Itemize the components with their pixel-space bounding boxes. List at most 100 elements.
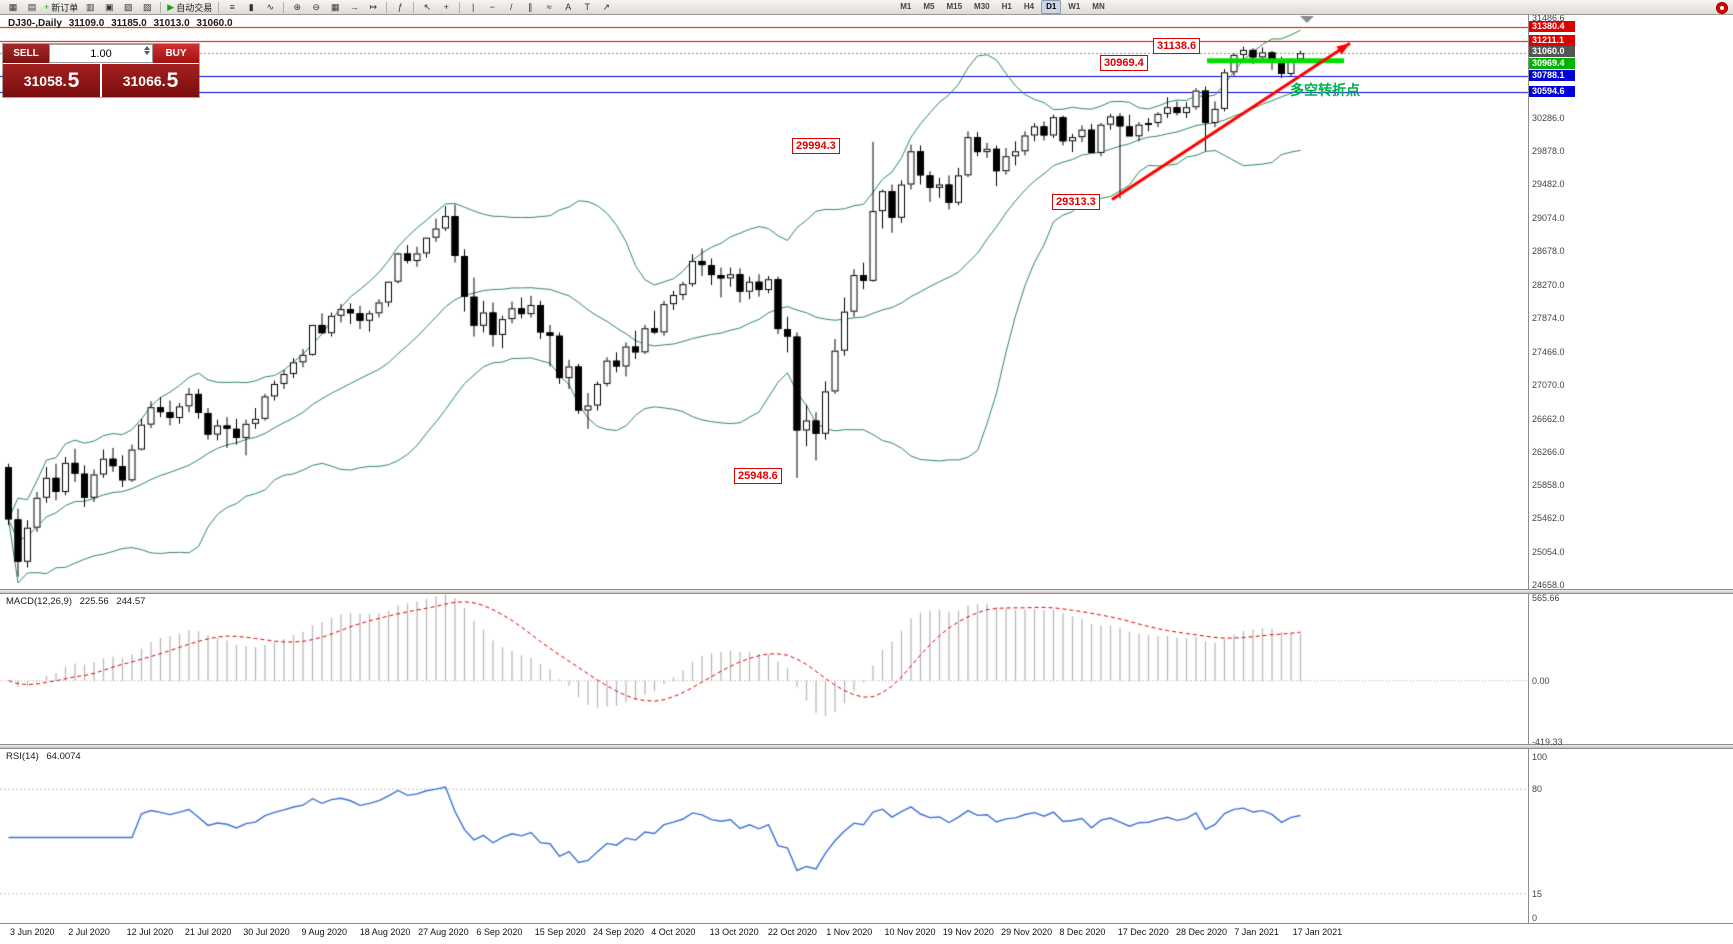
step-up-icon[interactable] — [144, 46, 150, 50]
trendline-icon[interactable]: / — [502, 1, 520, 14]
label-icon[interactable]: T — [578, 1, 596, 14]
crosshair-icon: + — [443, 1, 449, 12]
price-callout[interactable]: 25948.6 — [734, 468, 782, 484]
date-axis-label: 10 Nov 2020 — [884, 927, 936, 937]
timeframe-m30-button[interactable]: M30 — [974, 2, 990, 11]
new-order-button-label: 新订单 — [51, 2, 79, 13]
new-chart-icon[interactable]: ▦ — [4, 1, 22, 14]
data-window-icon[interactable]: ▣ — [100, 1, 118, 14]
timeframe-h1-button[interactable]: H1 — [1001, 2, 1012, 11]
price-axis-label: 27070.0 — [1532, 379, 1565, 390]
horizontal-line-icon: − — [489, 1, 495, 12]
buy-button[interactable]: BUY — [153, 44, 199, 63]
auto-scroll-icon: → — [349, 1, 359, 12]
timeframe-w1-button[interactable]: W1 — [1068, 2, 1081, 11]
arrows-tool-icon[interactable]: ↗ — [597, 1, 615, 14]
price-callout[interactable]: 29313.3 — [1052, 194, 1100, 210]
timeframe-d1-button[interactable]: D1 — [1041, 0, 1062, 14]
timeframe-group: M1 M5 M15 M30 H1 H4 D1 W1 MN — [895, 0, 1110, 14]
indicators-icon[interactable]: ƒ — [391, 1, 409, 14]
date-axis-label: 6 Sep 2020 — [476, 927, 523, 937]
chart-profiles-icon[interactable]: ▤ — [23, 1, 41, 14]
autotrading-button[interactable]: ▶ 自动交易 — [165, 1, 214, 14]
vertical-line-icon[interactable]: | — [464, 1, 482, 14]
sell-button[interactable]: SELL — [3, 44, 49, 63]
tile-windows-icon[interactable]: ▦ — [326, 1, 344, 14]
price-axis-label: 26266.0 — [1532, 446, 1565, 457]
timeframe-h4-button[interactable]: H4 — [1023, 2, 1035, 11]
volume-spinner[interactable]: 1.00 — [49, 44, 153, 63]
price-scale-border — [1528, 15, 1529, 923]
step-down-icon[interactable] — [144, 51, 150, 55]
alert-indicator[interactable] — [1716, 2, 1728, 14]
cursor-icon[interactable]: ↖ — [418, 1, 436, 14]
panel-separator[interactable] — [0, 589, 1733, 594]
buy-price-button[interactable]: 31066. 5 — [102, 64, 199, 97]
new-order-button[interactable]: + 新订单 — [42, 1, 80, 14]
zoom-in-icon[interactable]: ⊕ — [288, 1, 306, 14]
rsi-axis-label: 0 — [1532, 913, 1538, 923]
timeframe-m5-button[interactable]: M5 — [923, 2, 935, 11]
timeframe-mn-button[interactable]: MN — [1092, 2, 1105, 11]
indicators-icon: ƒ — [397, 1, 403, 12]
macd-axis-label: 565.66 — [1532, 593, 1560, 603]
price-axis-label: 27466.0 — [1532, 346, 1565, 357]
bar-chart-icon: ≡ — [229, 1, 235, 12]
toolbar-separator — [160, 1, 162, 13]
date-axis-label: 9 Aug 2020 — [301, 927, 348, 937]
chart-text-label[interactable]: 多空转折点 — [1290, 82, 1360, 98]
chart-shift-icon[interactable]: ↦ — [364, 1, 382, 14]
zoom-out-icon[interactable]: ⊖ — [307, 1, 325, 14]
label-icon: T — [584, 1, 590, 12]
candlestick-chart-icon: ▮ — [248, 1, 254, 12]
bar-chart-icon[interactable]: ≡ — [223, 1, 241, 14]
date-axis-label: 2 Jul 2020 — [68, 927, 110, 937]
navigator-icon: ▧ — [124, 1, 133, 12]
price-axis-label: 25462.0 — [1532, 513, 1565, 524]
price-axis-label: 28270.0 — [1532, 280, 1565, 291]
price-line-tag: 30969.4 — [1529, 57, 1575, 69]
vertical-line-icon: | — [472, 1, 475, 12]
sell-price-button[interactable]: 31058. 5 — [3, 64, 100, 97]
autotrading-button-label: 自动交易 — [176, 2, 213, 13]
horizontal-line-icon[interactable]: − — [483, 1, 501, 14]
crosshair-icon[interactable]: + — [437, 1, 455, 14]
date-axis-label: 15 Sep 2020 — [534, 927, 586, 937]
line-chart-icon[interactable]: ∿ — [261, 1, 279, 14]
date-axis-label: 24 Sep 2020 — [593, 927, 645, 937]
price-axis-label: 29482.0 — [1532, 179, 1565, 190]
tile-windows-icon: ▦ — [330, 1, 340, 12]
macd-signal-value: 244.57 — [116, 596, 146, 607]
one-click-trading-panel: SELL 1.00 BUY 31058. 5 31066. 5 — [3, 44, 199, 97]
market-watch-icon[interactable]: ▥ — [81, 1, 99, 14]
date-axis-label: 17 Dec 2020 — [1117, 927, 1169, 937]
new-order-icon: + — [44, 1, 50, 12]
fibonacci-icon: ≈ — [546, 1, 552, 12]
rsi-label: RSI(14) — [6, 751, 39, 762]
time-scale[interactable] — [0, 923, 1733, 944]
fibonacci-icon[interactable]: ≈ — [540, 1, 558, 14]
date-axis-label: 4 Oct 2020 — [651, 927, 696, 937]
text-icon: A — [565, 1, 572, 12]
timeframe-m1-button[interactable]: M1 — [900, 2, 912, 11]
date-axis-label: 27 Aug 2020 — [418, 927, 469, 937]
volume-value[interactable]: 1.00 — [90, 47, 112, 60]
panel-separator[interactable] — [0, 744, 1733, 749]
auto-scroll-icon[interactable]: → — [345, 1, 363, 14]
candlestick-chart-icon[interactable]: ▮ — [242, 1, 260, 14]
timeframe-m15-button[interactable]: M15 — [946, 2, 963, 11]
price-line-tag: 31211.1 — [1529, 34, 1575, 46]
price-callout[interactable]: 30969.4 — [1100, 55, 1148, 71]
terminal-icon[interactable]: ▨ — [138, 1, 156, 14]
price-callout[interactable]: 29994.3 — [792, 138, 840, 154]
navigator-icon[interactable]: ▧ — [119, 1, 137, 14]
price-callout[interactable]: 31138.6 — [1153, 38, 1201, 54]
equidistant-channel-icon[interactable]: ∥ — [521, 1, 539, 14]
chart-symbol-period: DJ30-,Daily — [8, 18, 62, 29]
text-icon[interactable]: A — [559, 1, 577, 14]
price-axis-label: 29878.0 — [1532, 146, 1565, 157]
volume-stepper-icons[interactable] — [144, 46, 150, 55]
macd-header: MACD(12,26,9) 225.56 244.57 — [6, 596, 150, 607]
